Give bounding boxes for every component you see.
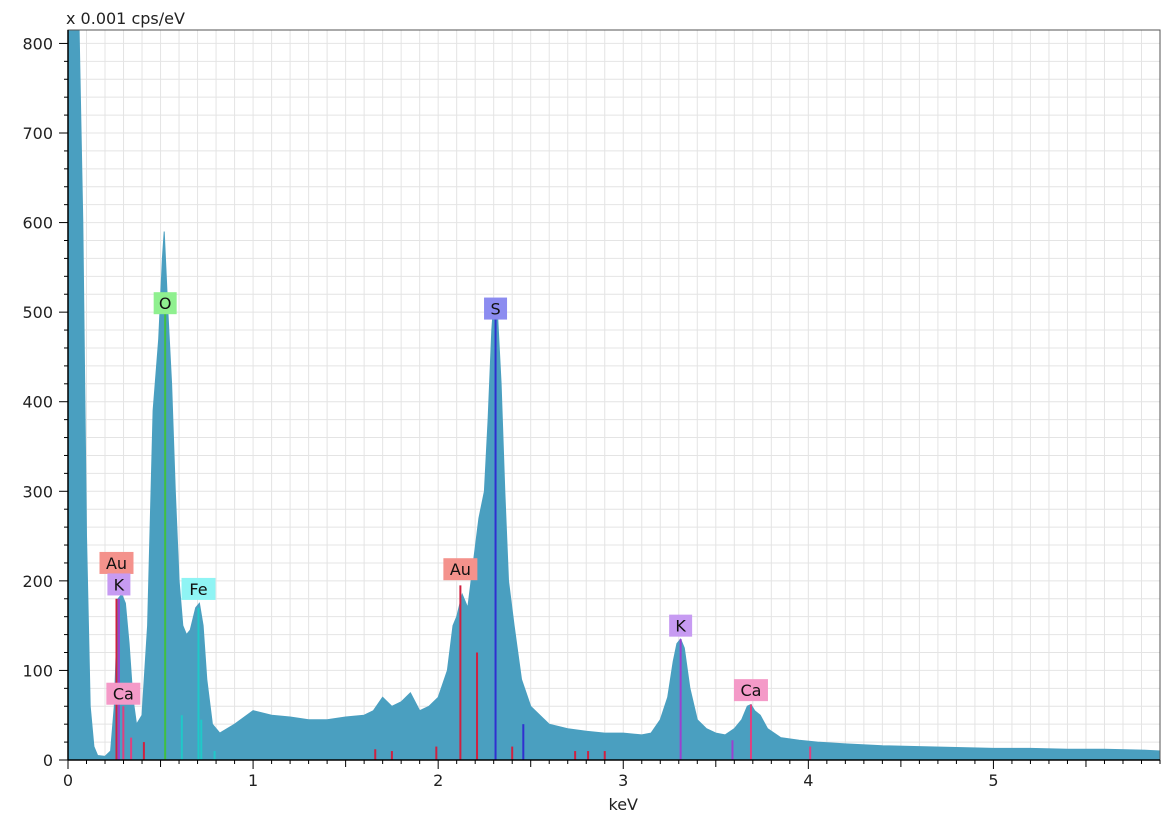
plot-background (68, 30, 1160, 760)
peak-label-box (153, 292, 177, 315)
peak-label: Au (443, 558, 478, 581)
peak-label-box (181, 577, 216, 600)
peak-label: Fe (181, 577, 216, 600)
x-axis-title: keV (609, 795, 639, 814)
y-axis-title: x 0.001 cps/eV (66, 9, 185, 28)
peak-label-text: Au (106, 554, 127, 573)
peak-label-box (484, 297, 508, 320)
peak-label-text: O (159, 294, 172, 313)
y-tick-label: 100 (22, 661, 53, 680)
peak-label-box (106, 682, 141, 705)
x-tick-label: 3 (618, 771, 628, 790)
x-tick-label: 5 (988, 771, 998, 790)
peak-label-box (669, 614, 693, 637)
peak-label: K (669, 614, 693, 637)
peak-label-box (443, 558, 478, 581)
y-tick-label: 300 (22, 482, 53, 501)
peak-labels: Au K Ca O Fe Au S K Ca (99, 292, 768, 705)
y-tick-label: 600 (22, 214, 53, 233)
y-tick-label: 500 (22, 303, 53, 322)
y-tick-label: 400 (22, 393, 53, 412)
y-tick-label: 0 (43, 751, 53, 770)
axes: 0 1 2 3 4 5 0 100 200 300 400 500 600 700 800 (22, 29, 1161, 790)
peak-label-box (733, 679, 768, 702)
grid (67, 30, 1161, 761)
peak-label-text: Fe (189, 580, 207, 599)
peak-label: Au (99, 551, 134, 574)
peak-label-text: Ca (113, 685, 134, 704)
element-lines (115, 312, 812, 760)
x-tick-label: 4 (803, 771, 813, 790)
x-tick-label: 1 (248, 771, 258, 790)
peak-label-text: K (675, 617, 686, 636)
peak-label-text: S (490, 300, 500, 319)
y-tick-label: 200 (22, 572, 53, 591)
peak-label-box (99, 551, 134, 574)
peak-label-box (107, 573, 131, 596)
peak-label-text: Ca (740, 681, 761, 700)
peak-label: O (153, 292, 177, 315)
peak-label: Ca (106, 682, 141, 705)
peak-label: S (484, 297, 508, 320)
x-tick-label: 2 (433, 771, 443, 790)
peak-label-text: K (114, 575, 125, 594)
peak-label: K (107, 573, 131, 596)
peak-label: Ca (733, 679, 768, 702)
y-tick-label: 800 (22, 34, 53, 53)
peak-label-text: Au (450, 560, 471, 579)
y-tick-label: 700 (22, 124, 53, 143)
x-tick-label: 0 (63, 771, 73, 790)
